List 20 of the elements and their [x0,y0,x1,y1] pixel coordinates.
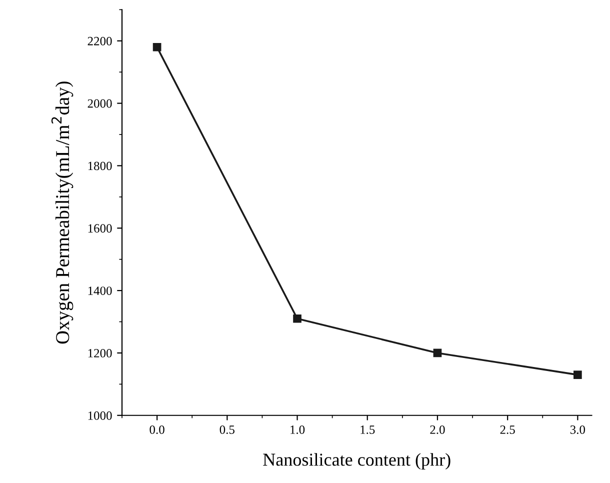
x-tick-label: 3.0 [570,425,586,434]
x-tick-label: 2.5 [500,426,515,434]
x-tick-label: 1.5 [360,426,375,434]
x-tick-label: 0.0 [150,425,164,434]
point [433,348,442,358]
x-axis-title: Nanosilicate content (phr) [263,453,450,470]
y-tick-label: 1400 [88,286,112,296]
y-tick-label: 1800 [88,162,112,170]
y-tick-label: 1600 [88,224,112,233]
point [574,370,582,379]
x-tick-label: 2.0 [430,425,445,434]
point [293,314,302,323]
y-tick-label: 1200 [88,348,112,358]
y-axis-title: Oxygen Permeability(mL/m$^{2}$day) [51,82,74,344]
x-tick-label: 1.0 [290,425,305,434]
x-tick-label: 0.5 [220,425,234,434]
y-tick-label: 2000 [88,99,112,108]
y-tick-label: 1000 [88,411,112,420]
y-tick-label: 2200 [88,36,112,46]
point [152,42,162,52]
